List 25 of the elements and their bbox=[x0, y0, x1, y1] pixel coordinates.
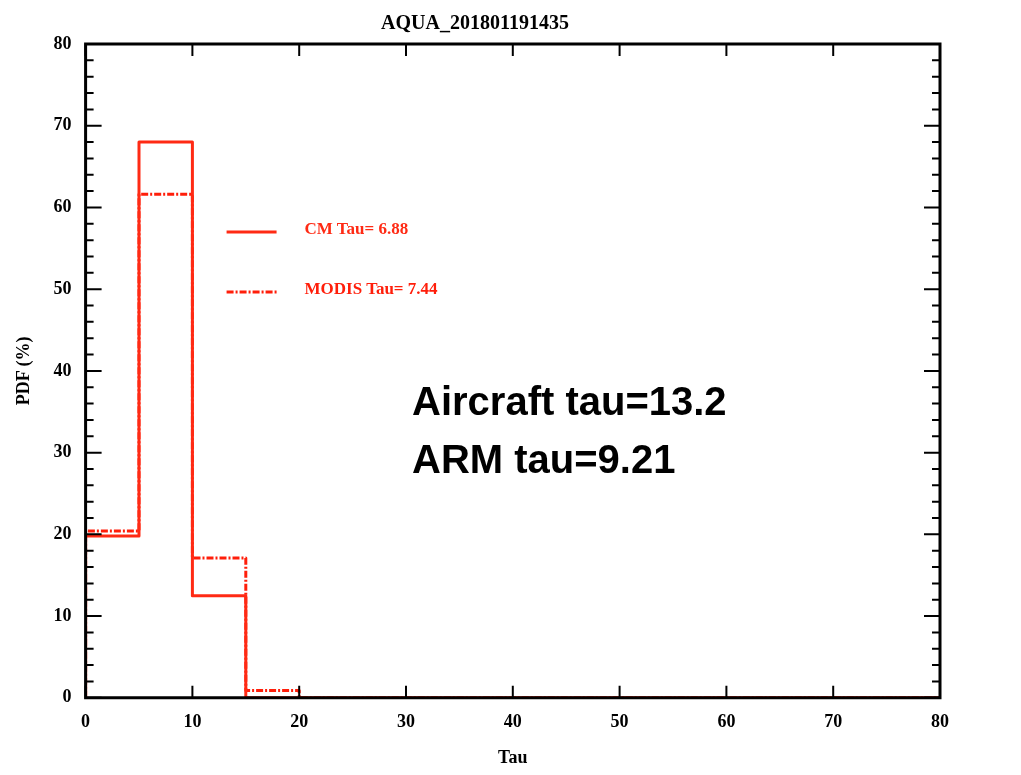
x-axis-title: Tau bbox=[498, 746, 528, 767]
annotation: ARM tau=9.21 bbox=[412, 437, 676, 481]
y-tick-label: 30 bbox=[53, 441, 72, 462]
x-tick-label: 50 bbox=[610, 711, 629, 732]
y-tick-label: 20 bbox=[53, 523, 72, 544]
x-tick-label: 30 bbox=[397, 711, 415, 732]
y-tick-label: 80 bbox=[53, 32, 72, 53]
y-tick-label: 40 bbox=[53, 359, 72, 380]
x-tick-label: 80 bbox=[931, 711, 949, 732]
y-tick-label: 0 bbox=[62, 686, 72, 707]
legend-label: MODIS Tau= 7.44 bbox=[304, 279, 439, 299]
y-axis-title: PDF (%) bbox=[13, 336, 35, 406]
y-tick-label: 70 bbox=[53, 114, 72, 135]
legend-label: CM Tau= 6.88 bbox=[304, 219, 409, 239]
x-tick-label: 70 bbox=[824, 711, 843, 732]
y-tick-label: 10 bbox=[53, 604, 72, 625]
y-tick-label: 50 bbox=[53, 277, 72, 298]
x-tick-label: 40 bbox=[503, 711, 522, 732]
y-tick-label: 60 bbox=[53, 196, 72, 217]
x-tick-label: 60 bbox=[717, 711, 736, 732]
x-tick-label: 20 bbox=[290, 711, 309, 732]
annotation: Aircraft tau=13.2 bbox=[412, 379, 727, 423]
chart-title: AQUA_201801191435 bbox=[381, 11, 569, 34]
x-tick-label: 10 bbox=[183, 711, 202, 732]
x-tick-label: 0 bbox=[81, 711, 91, 732]
